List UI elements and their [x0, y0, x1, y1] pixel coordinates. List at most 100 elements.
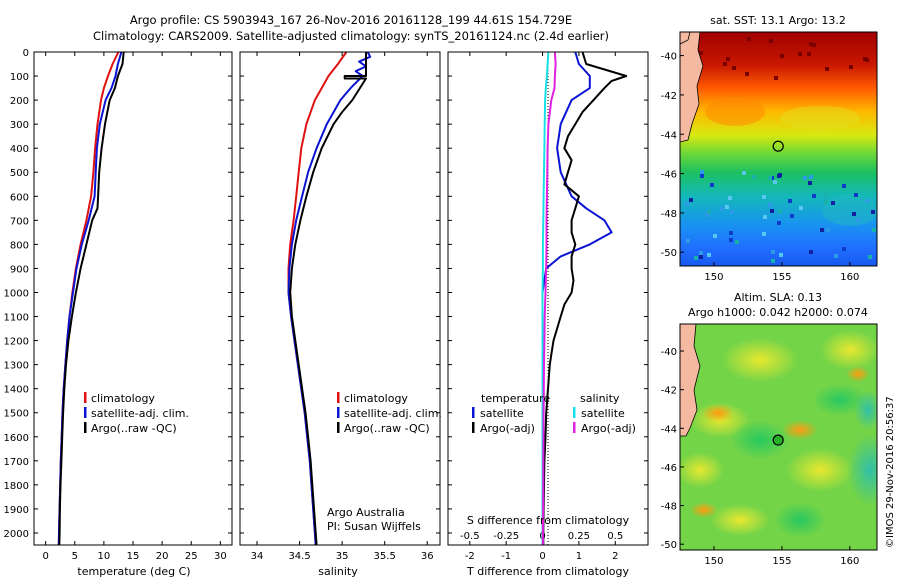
x-tick-label: 0 [539, 551, 545, 562]
sst-field [680, 32, 877, 266]
sla-anomaly [680, 452, 724, 488]
sla-title-line-2: Argo h1000: 0.042 h2000: 0.074 [688, 306, 868, 319]
salinity-panel: 34 34.5 35 35.5 36 climatology satellite-adj… [239, 51, 442, 578]
temperature-plot-frame [33, 51, 233, 546]
salinity-profiles [287, 51, 372, 546]
sst-pixel [726, 57, 730, 61]
legend-swatch-sal-argo [573, 422, 576, 433]
depth-tick-label: 1400 [4, 385, 29, 396]
difference-profiles [541, 51, 628, 545]
credit-line-2: PI: Susan Wijffels [327, 520, 421, 533]
sla-anomaly [730, 420, 790, 460]
title-line-1: Argo profile: CS 5903943_167 26-Nov-2016… [130, 13, 572, 27]
x-tick-label: 30 [214, 551, 227, 562]
sst-pixel [812, 43, 816, 47]
depth-tick-label: 1100 [4, 313, 29, 324]
sla-field [680, 324, 877, 550]
sst-pixel [762, 232, 766, 236]
sst-pixel [779, 253, 783, 257]
sst-pixel [735, 240, 739, 244]
profile-line-satellite-adj-clim- [287, 51, 372, 546]
sla-map-frame [679, 323, 878, 551]
lat-tick-label: -48 [661, 209, 677, 220]
difference-plot-frame [447, 51, 649, 546]
x-tick-label: 2 [612, 551, 618, 562]
profile-line-argo-raw-qc- [289, 52, 367, 546]
t-difference-label: T difference from climatology [466, 565, 629, 578]
sst-pixel [803, 176, 807, 180]
lat-tick-label: -40 [661, 347, 677, 358]
sst-pixel [863, 57, 867, 61]
depth-tick-label: 1300 [4, 361, 29, 372]
legend-swatch-climatology [337, 392, 340, 403]
x-tick-label: 10 [98, 551, 111, 562]
sst-pixel [732, 66, 736, 70]
depth-tick-label: 1200 [4, 337, 29, 348]
credit-line-1: Argo Australia [327, 506, 405, 519]
profile-line-temperature-satellite [541, 51, 613, 545]
title-line-2: Climatology: CARS2009. Satellite-adjuste… [93, 29, 609, 43]
legend-swatch-argo [337, 422, 340, 433]
sst-pixel [720, 207, 724, 211]
lon-tick-label: 160 [840, 272, 859, 283]
legend-swatch-temp-argo [472, 422, 475, 433]
depth-tick-label: 500 [10, 168, 29, 179]
sla-anomaly [820, 330, 877, 370]
lat-tick-label: -42 [661, 386, 677, 397]
sst-pixel [768, 203, 772, 207]
legend-label-climatology: climatology [91, 392, 155, 405]
s-tick-label: 0.25 [568, 531, 590, 542]
sst-pixel [826, 228, 830, 232]
x-tick-label: 5 [72, 551, 78, 562]
legend-swatch-satellite [84, 407, 87, 418]
sst-pixel [710, 183, 714, 187]
depth-tick-label: 400 [10, 144, 29, 155]
sst-pixel [773, 180, 777, 184]
sst-speckle [685, 37, 876, 263]
profile-line-argo-raw-qc- [58, 51, 125, 546]
sst-pixel [872, 228, 876, 232]
difference-panel: -2 -1 0 1 2-0.5 -0.25 0 0.25 0.5 temperature sal… [447, 51, 649, 578]
sst-pixel [694, 256, 698, 260]
sst-pixel [699, 251, 703, 255]
sst-pixel [831, 201, 835, 205]
salinity-legend: climatology satellite-adj. clim. Argo(..… [337, 392, 442, 435]
sst-pixel [780, 54, 784, 58]
sst-pixel [778, 209, 782, 213]
salinity-x-label: salinity [318, 565, 358, 578]
s-tick-label: -0.5 [460, 531, 480, 542]
lat-tick-label: -50 [661, 248, 677, 259]
sst-pixel [699, 255, 703, 259]
difference-legend: temperature salinity satellite Argo(-adj… [472, 392, 636, 435]
sla-anomaly [786, 448, 854, 492]
depth-axis-labels: 0 100 200 300 400 500 600 700 800 900 1000 1100 1200… [4, 48, 648, 540]
sst-pixel [854, 193, 858, 197]
sst-pixel [728, 196, 732, 200]
sla-anomaly [702, 404, 734, 422]
sla-anomaly [722, 338, 798, 382]
depth-tick-label: 300 [10, 120, 29, 131]
sst-pixel [752, 175, 756, 179]
argo-position-marker [772, 434, 784, 446]
x-tick-label: 35 [336, 551, 349, 562]
lat-tick-label: -46 [661, 170, 677, 181]
sst-pixel [788, 199, 792, 203]
depth-tick-label: 700 [10, 216, 29, 227]
sst-pixel [834, 254, 838, 258]
depth-tick-label: 2000 [4, 529, 29, 540]
sst-pixel [807, 52, 811, 56]
depth-tick-label: 200 [10, 96, 29, 107]
sst-pixel [842, 247, 846, 251]
sst-pixel [729, 238, 733, 242]
sla-anomaly-blobs [680, 330, 877, 538]
lat-tick-label: -50 [661, 540, 677, 551]
sst-pixel [842, 184, 846, 188]
s-difference-label: S difference from climatology [467, 514, 630, 527]
legend-label-argo: Argo(..raw -QC) [344, 422, 430, 435]
sst-pixel [700, 170, 704, 174]
sst-pixel [825, 67, 829, 71]
sst-pixel [820, 228, 824, 232]
salinity-x-ticks: 34 34.5 35 35.5 36 [251, 52, 434, 562]
sst-map-frame [679, 31, 878, 267]
sst-pixel [768, 176, 772, 180]
